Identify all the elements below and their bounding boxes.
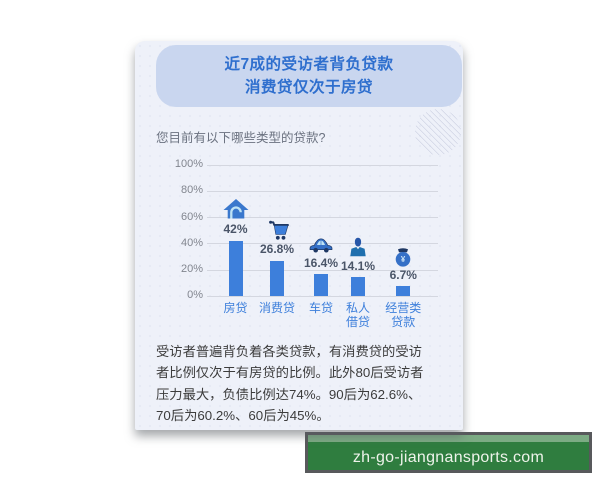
svg-text:¥: ¥: [401, 255, 406, 264]
